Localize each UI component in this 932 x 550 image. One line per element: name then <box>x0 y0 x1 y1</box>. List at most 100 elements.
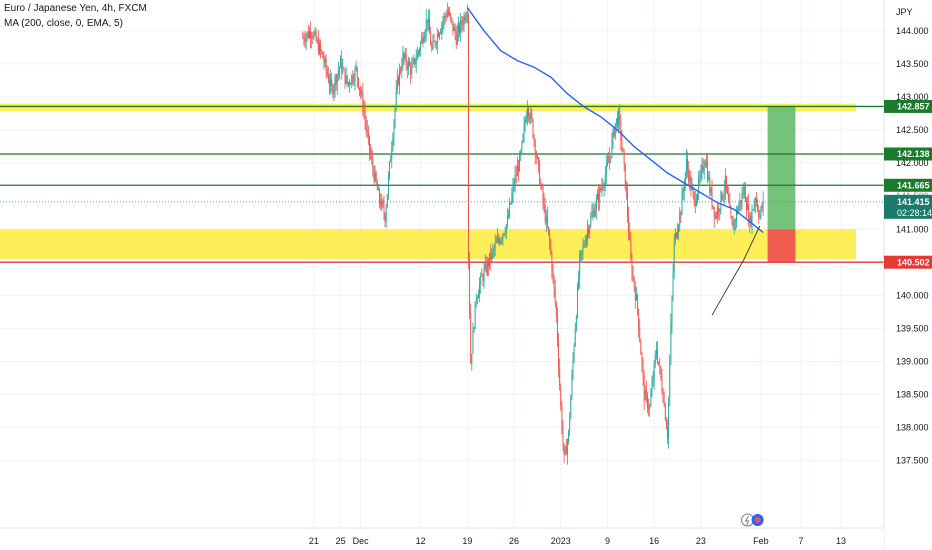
candle-body <box>396 77 398 91</box>
candle-body <box>331 79 333 87</box>
candle-body <box>649 405 651 409</box>
candle-body <box>738 206 740 213</box>
candle-body <box>621 140 623 148</box>
candle-body <box>530 112 532 120</box>
candle-body <box>495 241 497 244</box>
legend-indicator[interactable]: MA (200, close, 0, EMA, 5) <box>4 18 123 29</box>
long-position-tool[interactable] <box>767 106 796 263</box>
candle-body <box>526 108 528 119</box>
candle-body <box>699 177 701 179</box>
candle-body <box>443 15 445 22</box>
candle-body <box>383 204 385 214</box>
candle-body <box>672 271 674 298</box>
candle-body <box>590 217 592 227</box>
candle-body <box>401 67 403 72</box>
grid <box>0 0 884 528</box>
candle-body <box>376 182 378 191</box>
candle-body <box>561 406 563 431</box>
stop-zone[interactable] <box>767 229 796 263</box>
candle-body <box>371 155 373 160</box>
badge-level_141665: 141.665 <box>897 180 930 190</box>
candle-body <box>503 233 505 235</box>
legend-symbol[interactable]: Euro / Japanese Yen, 4h, FXCM <box>4 3 147 14</box>
candle-body <box>461 20 463 25</box>
candle-body <box>536 157 538 159</box>
candle-body <box>369 136 370 151</box>
candle-body <box>424 32 426 39</box>
trendline[interactable] <box>711 225 761 316</box>
candle-body <box>377 189 379 191</box>
price-badges: 142.857142.138141.665140.502141.500141.4… <box>0 99 932 269</box>
candle-body <box>395 90 397 108</box>
time-tick-label: 16 <box>649 536 659 546</box>
candle-body <box>528 108 529 116</box>
candle-body <box>501 238 503 240</box>
candle-body <box>620 120 622 141</box>
candle-body <box>451 17 453 21</box>
candle-body <box>484 263 486 270</box>
candle-body <box>758 210 760 217</box>
candle-body <box>680 212 682 215</box>
candle-body <box>531 112 533 120</box>
candle-body <box>533 136 535 141</box>
price-tick-label: 138.000 <box>896 423 929 433</box>
candle-body <box>549 232 551 242</box>
candle-body <box>742 193 744 195</box>
candle-body <box>712 205 714 208</box>
candle-body <box>609 157 611 163</box>
candle-body <box>417 51 419 53</box>
candle-body <box>634 287 636 301</box>
candle-body <box>502 233 504 239</box>
candle-body <box>313 33 315 39</box>
candle-body <box>521 141 523 153</box>
candle-body <box>573 345 575 360</box>
candle-body <box>593 210 595 217</box>
candle-body <box>435 43 437 45</box>
candle-body <box>601 186 603 191</box>
candle-body <box>667 428 668 439</box>
candle-body <box>446 11 448 18</box>
candle-body <box>505 224 507 233</box>
price-axis[interactable]: JPY144.000143.500143.000142.500142.00014… <box>883 0 932 550</box>
candle-body <box>658 361 660 364</box>
candle-body <box>702 165 704 171</box>
candle-body <box>638 309 640 329</box>
candle-body <box>571 374 573 398</box>
candle-body <box>728 193 730 203</box>
target-zone[interactable] <box>767 106 796 230</box>
candle-body <box>392 138 394 149</box>
candle-body <box>660 366 662 378</box>
candle-body <box>359 87 360 90</box>
candle-body <box>468 14 469 260</box>
candle-body <box>362 92 364 110</box>
candle-body <box>581 250 583 252</box>
candle-body <box>553 275 555 289</box>
candle-body <box>692 187 694 193</box>
candle-body <box>361 92 363 94</box>
candle-body <box>703 167 705 171</box>
candle-body <box>733 220 735 230</box>
candle-body <box>425 19 427 33</box>
candle-body <box>749 216 751 224</box>
candle-body <box>708 177 710 180</box>
candle-body <box>535 154 537 158</box>
price-tick-label: 137.500 <box>896 456 929 466</box>
candle-body <box>691 187 693 190</box>
candle-body <box>429 18 431 34</box>
candle-body <box>683 186 685 192</box>
candle-body <box>382 200 384 205</box>
candle-body <box>690 175 692 190</box>
candle-body <box>347 82 349 84</box>
candle-body <box>668 398 670 439</box>
time-axis[interactable]: 21 25 Dec 12 19 26 2023 9 16 23 Feb 7 13 <box>0 527 884 550</box>
candle-body <box>373 169 375 181</box>
candle-body <box>705 162 707 164</box>
candle-body <box>642 363 644 376</box>
candle-body <box>727 187 729 194</box>
candle-body <box>731 216 733 226</box>
horizontal-levels[interactable] <box>0 105 884 263</box>
trendline-path[interactable] <box>711 225 761 316</box>
candle-body <box>306 31 308 37</box>
